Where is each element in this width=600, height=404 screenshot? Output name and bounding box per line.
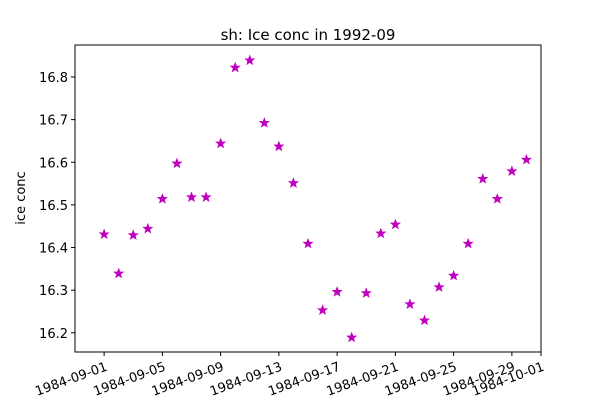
y-tick-label: 16.3	[39, 284, 68, 299]
data-point-star	[258, 117, 270, 128]
data-point-star	[404, 298, 416, 309]
data-point-star	[200, 191, 212, 202]
chart-title: sh: Ice conc in 1992-09	[221, 26, 396, 44]
data-point-star	[433, 281, 445, 292]
data-point-star	[389, 218, 401, 230]
data-point-star	[491, 193, 503, 204]
data-point-star	[142, 222, 154, 234]
data-point-star	[127, 229, 139, 240]
data-point-star	[418, 314, 431, 326]
data-point-star	[375, 227, 387, 239]
data-point-star	[462, 237, 474, 249]
data-point-star	[98, 228, 110, 240]
data-point-star	[360, 287, 372, 298]
data-point-star	[316, 304, 329, 315]
y-tick-label: 16.2	[39, 327, 68, 342]
data-points	[98, 54, 533, 343]
data-point-star	[229, 61, 241, 73]
data-point-star	[287, 177, 300, 188]
data-point-star	[244, 54, 256, 66]
data-point-star	[171, 157, 183, 169]
data-point-star	[346, 331, 358, 343]
y-tick-label: 16.4	[39, 242, 68, 257]
plot-area-frame	[74, 44, 542, 353]
axis-ticks: 16.216.316.416.516.616.716.81984-09-0119…	[33, 71, 546, 400]
y-axis-label: ice conc	[14, 171, 29, 224]
y-tick-label: 16.8	[39, 71, 68, 86]
data-point-star	[113, 267, 125, 279]
data-point-star	[185, 191, 198, 202]
data-point-star	[506, 165, 518, 176]
data-point-star	[477, 173, 489, 184]
data-point-star	[520, 153, 533, 165]
data-point-star	[448, 269, 460, 281]
data-point-star	[331, 286, 343, 297]
y-tick-label: 16.5	[39, 199, 68, 214]
data-point-star	[273, 140, 285, 152]
y-tick-label: 16.7	[39, 114, 68, 129]
data-point-star	[215, 137, 227, 149]
y-tick-label: 16.6	[39, 156, 68, 171]
data-point-star	[302, 237, 314, 249]
data-point-star	[156, 193, 168, 204]
